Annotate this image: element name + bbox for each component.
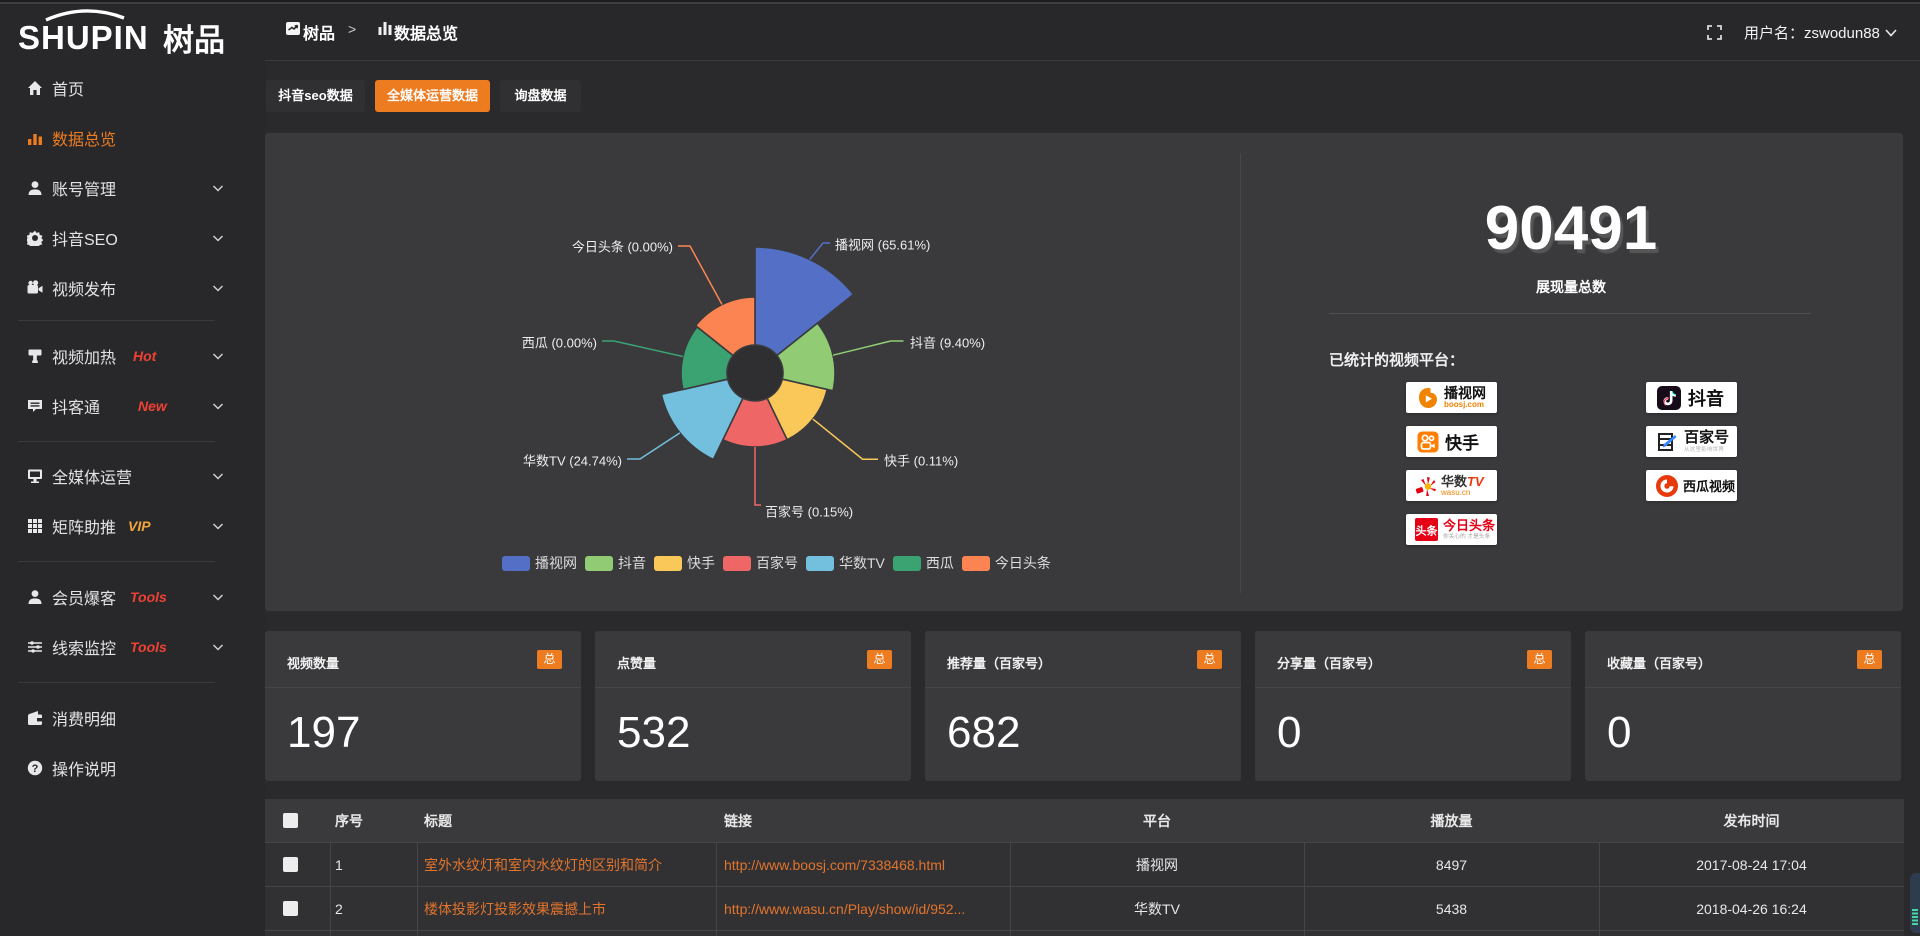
svg-text:?: ?	[32, 763, 39, 775]
svg-text:头条: 头条	[1416, 524, 1439, 538]
svg-text:树品: 树品	[163, 23, 225, 55]
svg-text:SHUPIN: SHUPIN	[18, 19, 149, 55]
